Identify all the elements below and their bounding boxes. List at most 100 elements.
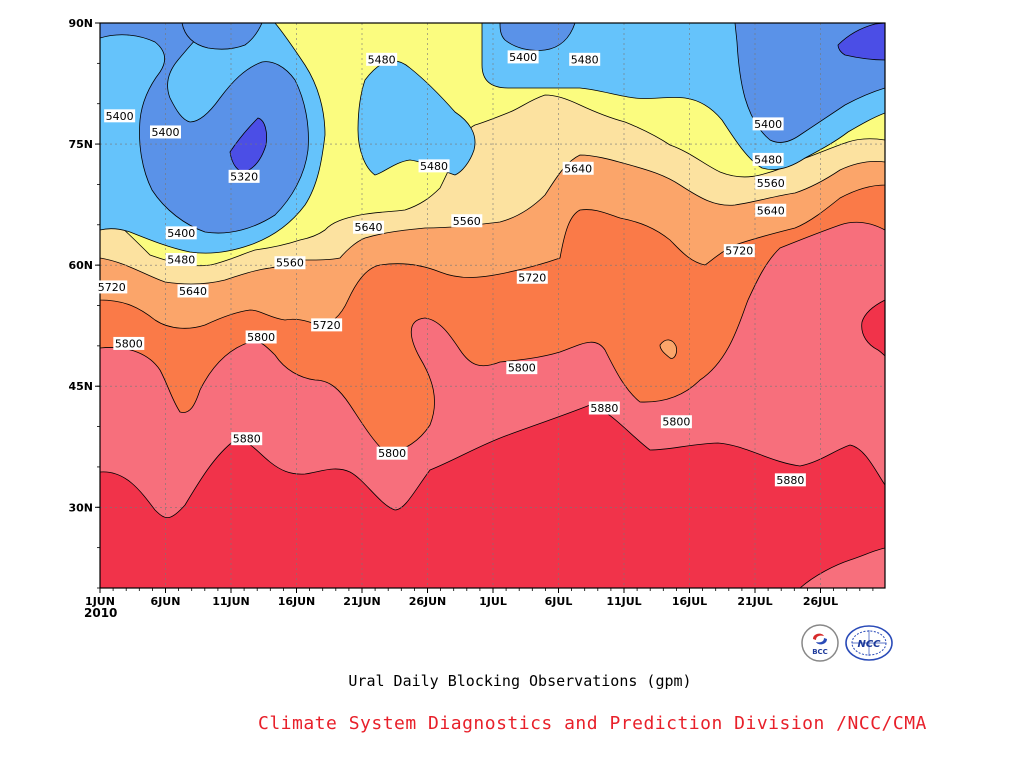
contour-label-text: 5400 xyxy=(167,227,195,240)
contour-label-bg xyxy=(231,432,263,446)
contour-label: 5800 xyxy=(660,415,692,429)
band-5800-5880-southeast xyxy=(799,547,885,588)
y-tick-label: 90N xyxy=(68,17,93,30)
contour-label-bg xyxy=(418,159,450,173)
contour-label: 5400 xyxy=(150,125,181,139)
contour-label-bg xyxy=(516,270,548,284)
x-tick-label: 21JUN xyxy=(343,595,381,608)
contour-label-text: 5720 xyxy=(518,271,546,284)
contour-label: 5720 xyxy=(723,244,755,258)
contour-label-bg xyxy=(366,52,398,66)
contour-label-text: 5480 xyxy=(571,53,599,66)
contour-label-bg xyxy=(506,361,538,375)
contour-label-bg xyxy=(353,220,385,234)
contour-label-text: 5400 xyxy=(754,118,782,131)
contour-label-text: 5720 xyxy=(313,319,341,332)
contour-label-bg xyxy=(752,117,784,131)
contour-label: 5480 xyxy=(418,159,450,173)
contour-label-bg xyxy=(588,401,620,415)
contour-labels: 5400 5400 5320 5400 5480 5560 5640 5720 5800 5800… xyxy=(96,50,806,487)
x-tick-label: 6JUN xyxy=(151,595,181,608)
contour-label: 5400 xyxy=(752,117,784,131)
contour-label-bg xyxy=(755,176,787,190)
contour-label-bg xyxy=(113,336,145,350)
x-axis: 1JUN 6JUN 11JUN 16JUN 21JUN 26JUN 1JUL 6JUL 11JU… xyxy=(85,588,874,608)
contour-label-bg xyxy=(755,203,787,217)
y-axis: 90N 75N 60N 45N 30N xyxy=(68,17,100,589)
contour-label-text: 5880 xyxy=(590,402,618,415)
contour-label: 5400 xyxy=(507,50,539,64)
contour-label-bg xyxy=(451,214,483,228)
contour-label-bg xyxy=(376,446,408,460)
band-5320-5400-north xyxy=(181,23,263,50)
contour-label: 5560 xyxy=(274,256,306,270)
contour-label: 5720 xyxy=(516,270,548,284)
contour-label-text: 5560 xyxy=(276,257,304,270)
contour-label: 5640 xyxy=(562,161,594,175)
contour-label-bg xyxy=(150,125,181,139)
contour-label: 5800 xyxy=(506,361,538,375)
band-above-5880-east-island xyxy=(861,299,885,357)
contour-label: 5640 xyxy=(353,220,385,234)
x-tick-label: 21JUL xyxy=(737,595,772,608)
contour-label-bg xyxy=(177,284,209,298)
contour-label: 5560 xyxy=(451,214,483,228)
contour-label: 5400 xyxy=(165,226,197,240)
contour-label: 5880 xyxy=(231,432,263,446)
contour-label-text: 5640 xyxy=(179,285,207,298)
contour-label-bg xyxy=(274,256,306,270)
x-tick-label: 1JUL xyxy=(479,595,507,608)
contour-label-text: 5480 xyxy=(754,153,782,166)
contour-label-text: 5480 xyxy=(167,253,195,266)
contour-label-text: 5880 xyxy=(776,474,804,487)
bcc-logo-text: BCC xyxy=(812,648,828,656)
contour-label: 5800 xyxy=(245,330,277,344)
contour-label-text: 5640 xyxy=(564,162,592,175)
contour-label: 5720 xyxy=(96,280,128,294)
contour-plot: 1JUN 6JUN 11JUN 16JUN 21JUN 26JUN 1JUL 6JUL 11JU… xyxy=(68,17,886,608)
contour-label-text: 5480 xyxy=(420,160,448,173)
contour-label-text: 5560 xyxy=(453,215,481,228)
band-5640-5720-island xyxy=(659,339,677,359)
y-tick-label: 30N xyxy=(68,501,93,514)
contour-label-text: 5640 xyxy=(757,204,785,217)
y-tick-label: 45N xyxy=(68,380,93,393)
contour-label-text: 5800 xyxy=(378,447,406,460)
y-tick-label: 75N xyxy=(68,138,93,151)
contour-label: 5720 xyxy=(311,318,343,332)
chart-title: Ural Daily Blocking Observations (gpm) xyxy=(348,672,692,690)
contour-label: 5480 xyxy=(366,52,398,66)
x-tick-label: 26JUL xyxy=(803,595,838,608)
contour-label-bg xyxy=(311,318,343,332)
contour-fill-layer xyxy=(100,23,885,588)
contour-label-bg xyxy=(507,50,539,64)
contour-label-bg xyxy=(723,244,755,258)
contour-label: 5400 xyxy=(104,109,136,123)
contour-label: 5640 xyxy=(177,284,209,298)
x-tick-label: 26JUN xyxy=(409,595,447,608)
contour-label-text: 5320 xyxy=(230,170,258,183)
contour-label: 5880 xyxy=(774,473,806,487)
contour-label: 5560 xyxy=(755,176,787,190)
contour-label-bg xyxy=(165,226,197,240)
contour-label: 5320 xyxy=(228,169,260,183)
x-axis-year-label: 2010 xyxy=(84,606,118,620)
x-tick-label: 1JUN xyxy=(85,595,115,608)
contour-label-text: 5560 xyxy=(757,177,785,190)
contour-label-text: 5800 xyxy=(247,331,275,344)
contour-label: 5800 xyxy=(113,336,145,350)
x-tick-label: 11JUN xyxy=(212,595,250,608)
bcc-logo-icon: BCC xyxy=(801,624,839,662)
contour-label-text: 5720 xyxy=(98,281,126,294)
contour-label-text: 5720 xyxy=(725,245,753,258)
contour-label-bg xyxy=(165,252,197,266)
grid-lines xyxy=(100,23,885,588)
x-tick-label: 16JUN xyxy=(278,595,316,608)
contour-label: 5640 xyxy=(755,203,787,217)
ncc-logo-text: NCC xyxy=(857,639,881,650)
contour-label-text: 5880 xyxy=(233,433,261,446)
ncc-logo-icon: NCC xyxy=(845,625,893,661)
contour-label-bg xyxy=(569,52,601,66)
contour-label-bg xyxy=(660,415,692,429)
band-5320-5400-center-north xyxy=(499,23,576,51)
